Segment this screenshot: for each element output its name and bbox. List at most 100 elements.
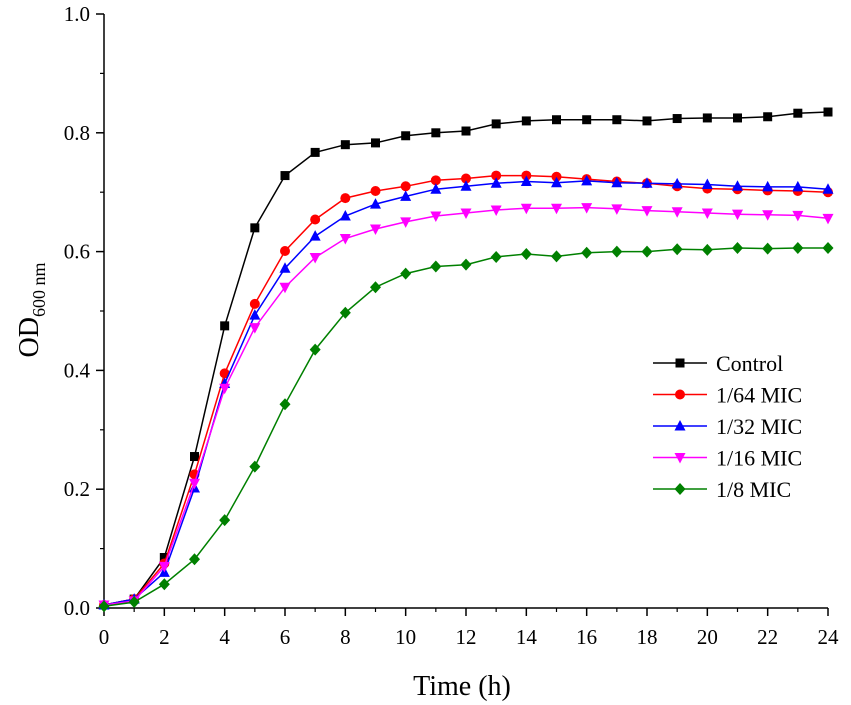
data-point-control — [431, 128, 441, 138]
legend-item-control: Control — [653, 351, 783, 376]
data-point-control — [220, 321, 230, 331]
data-point-1-16-mic — [279, 282, 291, 294]
y-axis-title: OD600 nm — [14, 263, 49, 358]
data-point-1-64-mic — [491, 170, 502, 181]
y-tick-label: 0.8 — [64, 121, 90, 145]
y-tick-label: 1.0 — [64, 2, 90, 26]
legend-marker — [675, 389, 685, 400]
x-axis: 0 2 4 6 8 10 12 14 16 18 20 22 24 — [99, 608, 839, 649]
x-tick-label: 22 — [757, 625, 778, 649]
data-point-1-32-mic — [430, 183, 442, 194]
data-point-1-8-mic — [219, 514, 231, 527]
data-point-1-64-mic — [400, 181, 411, 192]
data-point-1-16-mic — [309, 253, 321, 264]
data-point-1-8-mic — [98, 600, 110, 613]
data-point-control — [552, 115, 561, 125]
x-tick-label: 24 — [818, 625, 840, 649]
data-point-1-8-mic — [128, 596, 140, 609]
data-point-1-16-mic — [158, 561, 170, 573]
data-point-1-16-mic — [641, 206, 653, 217]
series-1-8-mic — [98, 242, 834, 613]
data-point-1-8-mic — [822, 242, 834, 255]
data-point-1-8-mic — [249, 460, 261, 473]
data-point-1-16-mic — [189, 478, 200, 490]
data-point-control — [310, 147, 320, 157]
data-point-1-8-mic — [309, 343, 321, 356]
data-point-control — [491, 119, 501, 129]
data-point-control — [401, 131, 411, 141]
data-point-1-32-mic — [400, 190, 412, 201]
x-tick-label: 8 — [340, 625, 351, 649]
data-point-1-64-mic — [280, 246, 290, 257]
data-point-1-64-mic — [249, 298, 260, 309]
data-point-1-16-mic — [249, 323, 261, 334]
data-point-1-16-mic — [490, 205, 502, 217]
x-tick-label: 12 — [456, 625, 477, 649]
legend-label: 1/8 MIC — [716, 477, 791, 502]
data-point-1-16-mic — [792, 210, 804, 222]
data-point-1-32-mic — [671, 177, 683, 189]
data-point-1-32-mic — [460, 180, 472, 191]
y-axis-title-subscript: 600 nm — [29, 263, 49, 318]
legend-label: 1/64 MIC — [716, 383, 802, 408]
data-point-control — [793, 108, 803, 118]
data-point-1-8-mic — [792, 242, 804, 255]
data-point-control — [190, 452, 199, 462]
data-point-1-32-mic — [279, 262, 291, 273]
data-point-1-8-mic — [551, 250, 562, 263]
data-point-1-32-mic — [309, 230, 321, 241]
legend: Control 1/64 MIC 1/32 MIC 1/16 MIC 1/8 MIC — [653, 351, 802, 502]
data-point-1-8-mic — [701, 243, 713, 256]
legend-marker — [674, 453, 686, 464]
y-axis: 0.0 0.2 0.4 0.6 0.8 1.0 — [64, 2, 104, 620]
data-point-1-16-mic — [400, 217, 412, 228]
data-point-1-32-mic — [490, 177, 502, 188]
x-tick-label: 2 — [159, 625, 170, 649]
data-point-1-16-mic — [339, 234, 351, 245]
legend-marker — [674, 483, 686, 495]
data-point-1-8-mic — [762, 242, 774, 255]
data-point-1-8-mic — [671, 243, 683, 256]
y-tick-label: 0.2 — [64, 477, 90, 501]
data-point-1-16-mic — [611, 204, 623, 215]
legend-marker — [675, 358, 685, 368]
data-point-control — [582, 115, 592, 125]
data-point-1-8-mic — [520, 247, 532, 260]
data-point-1-16-mic — [822, 213, 834, 225]
x-axis-title: Time (h) — [413, 671, 511, 702]
data-point-1-8-mic — [279, 398, 291, 411]
data-point-1-64-mic — [340, 193, 351, 204]
x-tick-label: 18 — [637, 625, 658, 649]
data-point-control — [642, 116, 652, 126]
data-point-1-64-mic — [310, 214, 321, 225]
data-point-1-16-mic — [219, 383, 231, 395]
data-point-1-64-mic — [461, 173, 471, 184]
data-point-1-16-mic — [732, 209, 743, 221]
x-tick-label: 16 — [576, 625, 597, 649]
x-tick-label: 10 — [395, 625, 416, 649]
legend-label: 1/32 MIC — [716, 414, 802, 439]
data-point-1-8-mic — [370, 281, 381, 294]
data-point-1-32-mic — [822, 183, 834, 194]
data-point-1-32-mic — [249, 309, 261, 320]
data-point-control — [280, 171, 290, 181]
data-point-control — [823, 107, 833, 117]
data-point-1-8-mic — [430, 260, 442, 273]
data-point-1-16-mic — [701, 208, 713, 219]
data-point-1-8-mic — [732, 242, 743, 255]
data-point-control — [159, 553, 169, 563]
data-point-control — [521, 116, 531, 126]
data-point-1-32-mic — [732, 180, 743, 191]
data-point-1-16-mic — [762, 210, 774, 221]
data-point-1-16-mic — [671, 207, 683, 218]
legend-item-1-32-mic: 1/32 MIC — [653, 414, 802, 439]
data-point-1-8-mic — [158, 578, 170, 591]
data-point-1-8-mic — [490, 250, 502, 263]
data-point-1-32-mic — [641, 177, 653, 188]
data-point-1-16-mic — [581, 203, 593, 214]
x-tick-label: 0 — [99, 625, 110, 649]
data-point-1-64-mic — [219, 368, 230, 379]
data-point-control — [672, 114, 682, 124]
plot-area — [103, 14, 828, 609]
